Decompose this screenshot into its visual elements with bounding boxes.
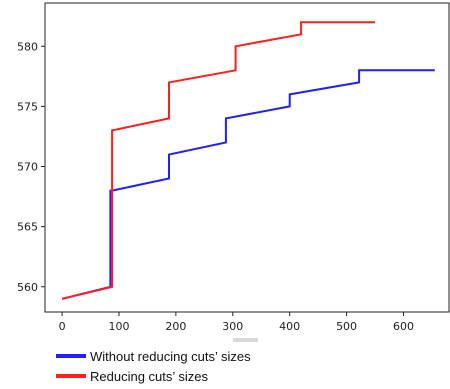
legend-item-reducing: Reducing cuts’ sizes bbox=[56, 366, 251, 386]
x-tick-label: 300 bbox=[222, 320, 243, 333]
legend-swatch-red bbox=[56, 374, 86, 378]
legend-item-without-reducing: Without reducing cuts’ sizes bbox=[56, 346, 251, 366]
legend-label-reducing: Reducing cuts’ sizes bbox=[90, 368, 209, 384]
y-tick-label: 565 bbox=[17, 221, 38, 234]
plot-frame bbox=[44, 2, 450, 313]
horizontal-scrollbar-thumb[interactable] bbox=[233, 338, 258, 342]
series-line-without-reducing bbox=[61, 69, 435, 300]
y-tick-label: 570 bbox=[17, 161, 38, 174]
y-tick-label: 580 bbox=[17, 40, 38, 53]
y-tick-label: 575 bbox=[17, 100, 38, 113]
legend-label-without-reducing: Without reducing cuts’ sizes bbox=[90, 348, 251, 364]
x-tick-label: 0 bbox=[59, 320, 66, 333]
x-tick-label: 100 bbox=[108, 320, 129, 333]
x-tick-label: 400 bbox=[279, 320, 300, 333]
x-tick-label: 200 bbox=[165, 320, 186, 333]
chart-legend: Without reducing cuts’ sizes Reducing cu… bbox=[56, 346, 251, 386]
legend-swatch-blue bbox=[56, 354, 86, 358]
series-line-reducing bbox=[61, 21, 375, 300]
x-tick-label: 600 bbox=[393, 320, 414, 333]
x-tick-label: 500 bbox=[336, 320, 357, 333]
line-chart: 0 100 200 300 400 500 600 560 565 570 575 580 bbox=[17, 2, 450, 333]
y-tick-label: 560 bbox=[17, 281, 38, 294]
